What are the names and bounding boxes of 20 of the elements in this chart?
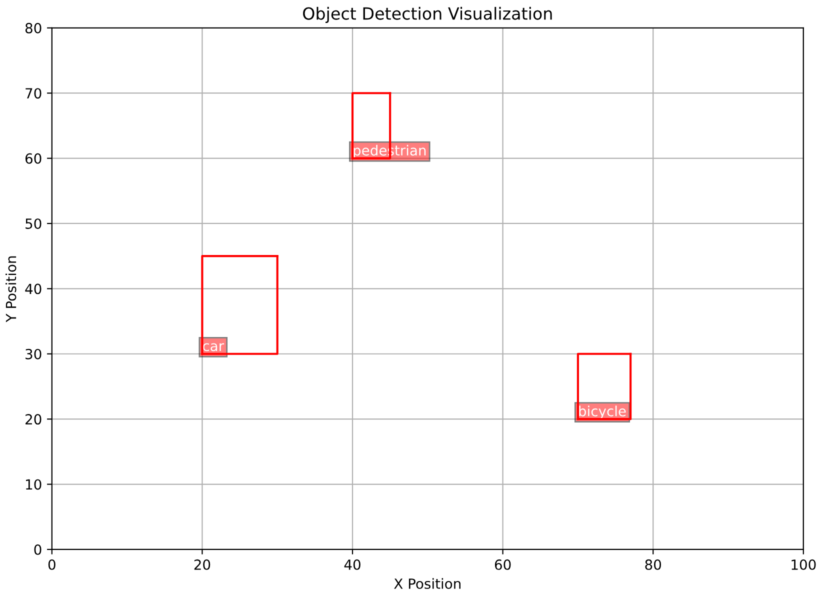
x-tick-label: 100 [792,559,816,570]
x-axis-title: X Position [394,578,460,589]
y-axis-title: Y Position [6,256,16,322]
y-tick-label: 60 [25,153,42,164]
chart-title: Object Detection Visualization [303,6,552,24]
x-tick-label: 60 [494,559,511,570]
x-tick-label: 20 [194,559,210,570]
x-tick-label: 40 [344,559,360,570]
y-tick-label: 0 [34,544,42,555]
y-tick-label: 70 [26,88,42,99]
annotation: bicycle [579,406,626,420]
y-tick-label: 10 [26,479,42,490]
x-tick-label: 80 [645,559,662,570]
y-tick-label: 30 [26,348,42,360]
annotation: car [202,343,224,352]
x-tick-label: 0 [48,559,56,570]
y-tick-label: 40 [25,284,42,294]
y-tick-label: 80 [25,22,42,34]
y-tick-label: 50 [26,218,42,229]
y-tick-label: 20 [26,414,42,425]
